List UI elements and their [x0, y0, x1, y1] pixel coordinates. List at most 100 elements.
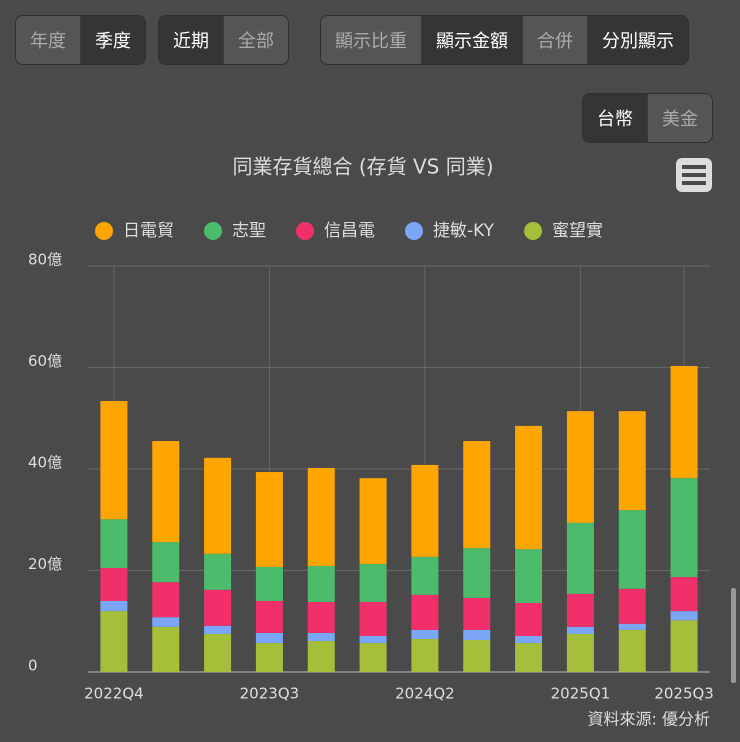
- bar-segment: [359, 635, 387, 644]
- legend-marker: [296, 222, 314, 240]
- chart-title: 同業存貨總合 (存貨 VS 同業): [232, 155, 493, 179]
- bar-segment: [307, 565, 335, 602]
- bar-segment: [152, 542, 180, 583]
- bar-segment: [100, 611, 128, 672]
- x-tick-label: 2024Q2: [395, 685, 455, 703]
- bar-segment: [566, 633, 594, 672]
- menu-line: [682, 173, 706, 177]
- bar-segment: [359, 563, 387, 602]
- bar-segment: [100, 400, 128, 520]
- legend-marker: [524, 222, 543, 240]
- menu-line: [682, 181, 706, 185]
- bar-segment: [515, 635, 543, 644]
- y-tick-label: 80億: [28, 251, 62, 269]
- bar-segment: [152, 626, 180, 672]
- bar-segment: [463, 629, 491, 641]
- y-tick-label: 0: [28, 657, 38, 675]
- toggle-button[interactable]: 近期: [159, 16, 224, 64]
- x-tick-label: 2022Q4: [84, 685, 144, 703]
- bar-segment: [411, 594, 439, 630]
- bar-segment: [670, 365, 698, 479]
- bar-segment: [204, 633, 232, 672]
- button-group: 年度 季度: [15, 15, 146, 65]
- bar-segment: [515, 643, 543, 672]
- bar-segment: [255, 472, 283, 567]
- source: 資料來源: 優分析: [588, 710, 710, 729]
- toggle-button[interactable]: 全部: [224, 16, 288, 64]
- toggle-button[interactable]: 顯示比重: [321, 16, 422, 64]
- bar-segment: [463, 597, 491, 630]
- bar-segment: [307, 641, 335, 672]
- y-tick-label: 40億: [28, 454, 62, 472]
- button-group: 近期 全部: [158, 15, 289, 65]
- bar-segment: [152, 617, 180, 627]
- legend-marker: [405, 222, 423, 240]
- bar-segment: [618, 629, 646, 672]
- bar-segment: [411, 629, 439, 640]
- x-tick-label: 2025Q1: [551, 685, 611, 703]
- toggle-button[interactable]: 合併: [523, 16, 588, 64]
- x-tick-label: 2023Q3: [240, 685, 300, 703]
- bar-segment: [566, 626, 594, 634]
- bar-segment: [566, 522, 594, 594]
- legend-marker: [204, 222, 222, 240]
- bar-segment: [618, 411, 646, 511]
- button-group: 顯示比重 顯示金額 合併 分別顯示: [320, 15, 689, 65]
- legend-marker: [95, 222, 113, 240]
- bar-segment: [618, 623, 646, 630]
- bar-segment: [515, 602, 543, 636]
- legend-label: 蜜望實: [552, 221, 603, 241]
- toggle-button[interactable]: 年度: [16, 16, 81, 64]
- bar-segment: [411, 464, 439, 557]
- bar-segment: [359, 643, 387, 672]
- legend-label: 信昌電: [324, 221, 375, 241]
- bar-segment: [463, 441, 491, 549]
- bar-segment: [204, 589, 232, 626]
- menu-icon[interactable]: [676, 158, 712, 192]
- bar-segment: [204, 457, 232, 554]
- bar-segment: [255, 600, 283, 633]
- bar-segment: [359, 478, 387, 564]
- menu-line: [682, 165, 706, 169]
- toggle-button[interactable]: 美金: [648, 94, 712, 142]
- bar-segment: [670, 620, 698, 672]
- bar-segment: [359, 601, 387, 636]
- bar-segment: [463, 548, 491, 598]
- button-group: 台幣 美金: [582, 93, 713, 143]
- toggle-button[interactable]: 顯示金額: [422, 16, 523, 64]
- bar-segment: [618, 510, 646, 589]
- toggle-button[interactable]: 分別顯示: [588, 16, 688, 64]
- bar-segment: [100, 567, 128, 601]
- bar-segment: [152, 441, 180, 543]
- toggle-button[interactable]: 台幣: [583, 94, 648, 142]
- bar-segment: [566, 593, 594, 627]
- y-tick-label: 60億: [28, 352, 62, 370]
- bar-segment: [307, 601, 335, 633]
- y-tick-label: 20億: [28, 555, 62, 573]
- bar-segment: [307, 632, 335, 642]
- bar-segment: [618, 588, 646, 624]
- toggle-button[interactable]: 季度: [81, 16, 145, 64]
- bar-segment: [515, 549, 543, 603]
- bar-segment: [670, 611, 698, 621]
- bar-segment: [255, 643, 283, 672]
- bar-segment: [670, 478, 698, 578]
- bar-segment: [100, 600, 128, 612]
- x-tick-label: 2025Q3: [654, 685, 714, 703]
- bar-segment: [255, 632, 283, 644]
- bar-segment: [204, 553, 232, 590]
- scrollbar: [731, 588, 736, 683]
- bar-segment: [204, 625, 232, 634]
- bar-segment: [411, 639, 439, 672]
- bar-segment: [307, 467, 335, 566]
- bar-segment: [463, 640, 491, 672]
- bar-segment: [411, 556, 439, 595]
- bar-segment: [152, 582, 180, 618]
- bar-segment: [566, 411, 594, 523]
- bar-segment: [515, 425, 543, 550]
- bar-segment: [100, 519, 128, 568]
- legend-label: 志聖: [232, 221, 266, 241]
- legend-label: 捷敏-KY: [433, 221, 495, 241]
